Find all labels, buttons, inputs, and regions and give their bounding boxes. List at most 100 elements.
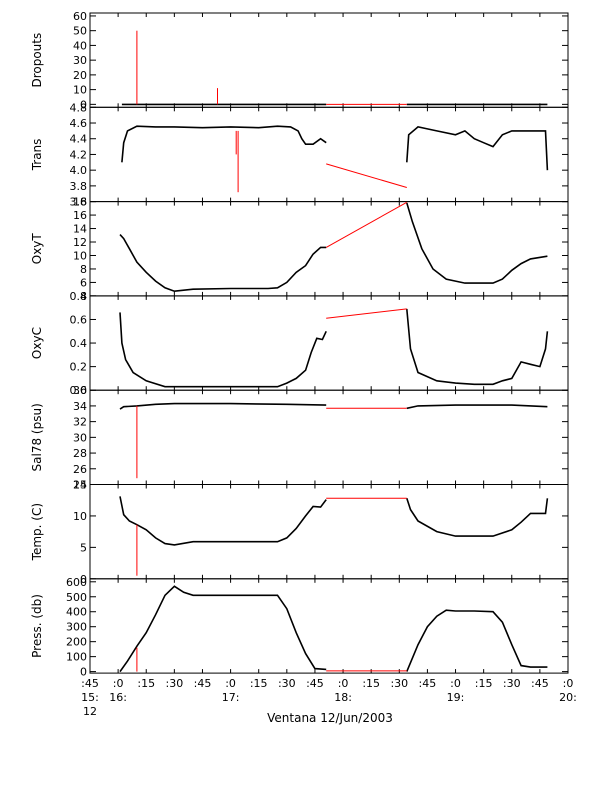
chart-panels: 0102030405060Dropouts3.63.84.04.24.44.64…	[30, 10, 569, 679]
y-tick-label: 0	[80, 98, 87, 111]
x-tick-label: :45	[531, 677, 549, 690]
x-day-label: 12	[83, 705, 97, 718]
x-tick-label: :45	[194, 677, 212, 690]
measured-series-line	[406, 202, 548, 284]
measured-series-line	[119, 402, 327, 410]
y-tick-label: 34	[73, 400, 87, 413]
x-tick-label: :45	[306, 677, 324, 690]
y-tick-label: 0.0	[70, 384, 88, 397]
measured-series-line	[406, 498, 549, 537]
y-tick-label: 5	[80, 541, 87, 554]
y-tick-label: 10	[73, 249, 87, 262]
x-tick-label: :15	[362, 677, 380, 690]
y-tick-label: 100	[66, 651, 87, 664]
y-tick-label: 4.8	[70, 101, 88, 114]
y-tick-label: 300	[66, 621, 87, 634]
y-axis-label: Temp. (C)	[30, 503, 44, 561]
panel-frame	[89, 578, 569, 674]
interpolated-series-line	[325, 201, 408, 248]
x-hour-label: 19:	[447, 691, 465, 704]
y-tick-label: 30	[73, 431, 87, 444]
y-axis-label: Dropouts	[30, 33, 44, 88]
measured-series-line	[406, 126, 549, 171]
y-tick-label: 4	[80, 290, 87, 303]
x-tick-label: :45	[81, 677, 99, 690]
y-tick-label: 24	[73, 479, 87, 492]
interpolated-series-line	[326, 308, 407, 319]
y-tick-label: 20	[73, 69, 87, 82]
x-tick-label: :15	[475, 677, 493, 690]
x-hour-label: 18:	[334, 691, 352, 704]
y-tick-label: 60	[73, 10, 87, 23]
y-tick-label: 500	[66, 591, 87, 604]
y-tick-label: 36	[73, 384, 87, 397]
y-tick-label: 600	[66, 576, 87, 589]
y-tick-label: 6	[80, 276, 87, 289]
x-tick-label: :0	[450, 677, 461, 690]
x-tick-label: :0	[225, 677, 236, 690]
x-axis-label: Ventana 12/Jun/2003	[267, 711, 393, 725]
y-tick-label: 40	[73, 39, 87, 52]
x-tick-label: :45	[419, 677, 437, 690]
y-tick-label: 8	[80, 263, 87, 276]
measured-series-line	[119, 312, 327, 388]
y-tick-label: 0.4	[70, 337, 88, 350]
y-tick-label: 28	[73, 447, 87, 460]
x-axis: :4515:12:016::15:30:45:017::15:30:45:018…	[81, 677, 577, 718]
x-tick-label: :0	[563, 677, 574, 690]
x-hour-label: 16:	[109, 691, 127, 704]
y-tick-label: 4.6	[70, 117, 88, 130]
y-tick-label: 26	[73, 463, 87, 476]
y-tick-label: 4.0	[70, 164, 88, 177]
measured-series-line	[119, 234, 327, 293]
y-tick-label: 14	[73, 223, 87, 236]
interpolated-series-line	[326, 163, 407, 188]
y-tick-label: 18	[73, 196, 87, 209]
y-tick-label: 200	[66, 636, 87, 649]
y-tick-label: 10	[73, 84, 87, 97]
y-tick-label: 4.4	[70, 133, 88, 146]
y-tick-label: 10	[73, 510, 87, 523]
y-tick-label: 0	[80, 573, 87, 586]
y-tick-label: 0.6	[70, 313, 88, 326]
x-tick-label: :30	[166, 677, 184, 690]
y-tick-label: 12	[73, 236, 87, 249]
x-tick-label: :0	[338, 677, 349, 690]
y-axis-label: OxyT	[30, 233, 44, 265]
y-axis-label: OxyC	[30, 327, 44, 359]
measured-series-line	[121, 125, 327, 163]
measured-series-line	[119, 585, 327, 673]
panel-6: 0 100 200 300 400 500 600 Press. (db)	[30, 576, 569, 679]
y-tick-label: 3.6	[70, 196, 88, 209]
y-tick-label: 50	[73, 25, 87, 38]
y-tick-label: 15	[73, 479, 87, 492]
measured-series-line	[119, 496, 327, 546]
x-hour-label: 17:	[222, 691, 240, 704]
panel-4: 24 26 28 30 32 34 36 Sal78 (psu)	[30, 384, 569, 492]
x-tick-label: :15	[137, 677, 155, 690]
y-tick-label: 32	[73, 416, 87, 429]
y-tick-label: 0	[80, 666, 87, 679]
y-axis-label: Press. (db)	[30, 594, 44, 658]
measured-series-line	[406, 609, 548, 672]
x-tick-label: :30	[503, 677, 521, 690]
y-tick-label: 0.8	[70, 290, 88, 303]
measured-series-line	[406, 308, 549, 386]
x-tick-label: :30	[390, 677, 408, 690]
y-axis-label: Trans	[30, 139, 44, 172]
y-axis-label: Sal78 (psu)	[30, 403, 44, 471]
y-tick-label: 4.2	[70, 148, 88, 161]
y-tick-label: 16	[73, 209, 87, 222]
x-hour-label: 15:	[81, 691, 99, 704]
x-hour-label: 20:	[559, 691, 577, 704]
y-tick-label: 3.8	[70, 180, 88, 193]
x-tick-label: :15	[250, 677, 268, 690]
y-tick-label: 30	[73, 54, 87, 67]
measured-series-line	[406, 404, 548, 410]
x-tick-label: :0	[113, 677, 124, 690]
y-tick-label: 0.2	[70, 361, 88, 374]
x-tick-label: :30	[278, 677, 296, 690]
